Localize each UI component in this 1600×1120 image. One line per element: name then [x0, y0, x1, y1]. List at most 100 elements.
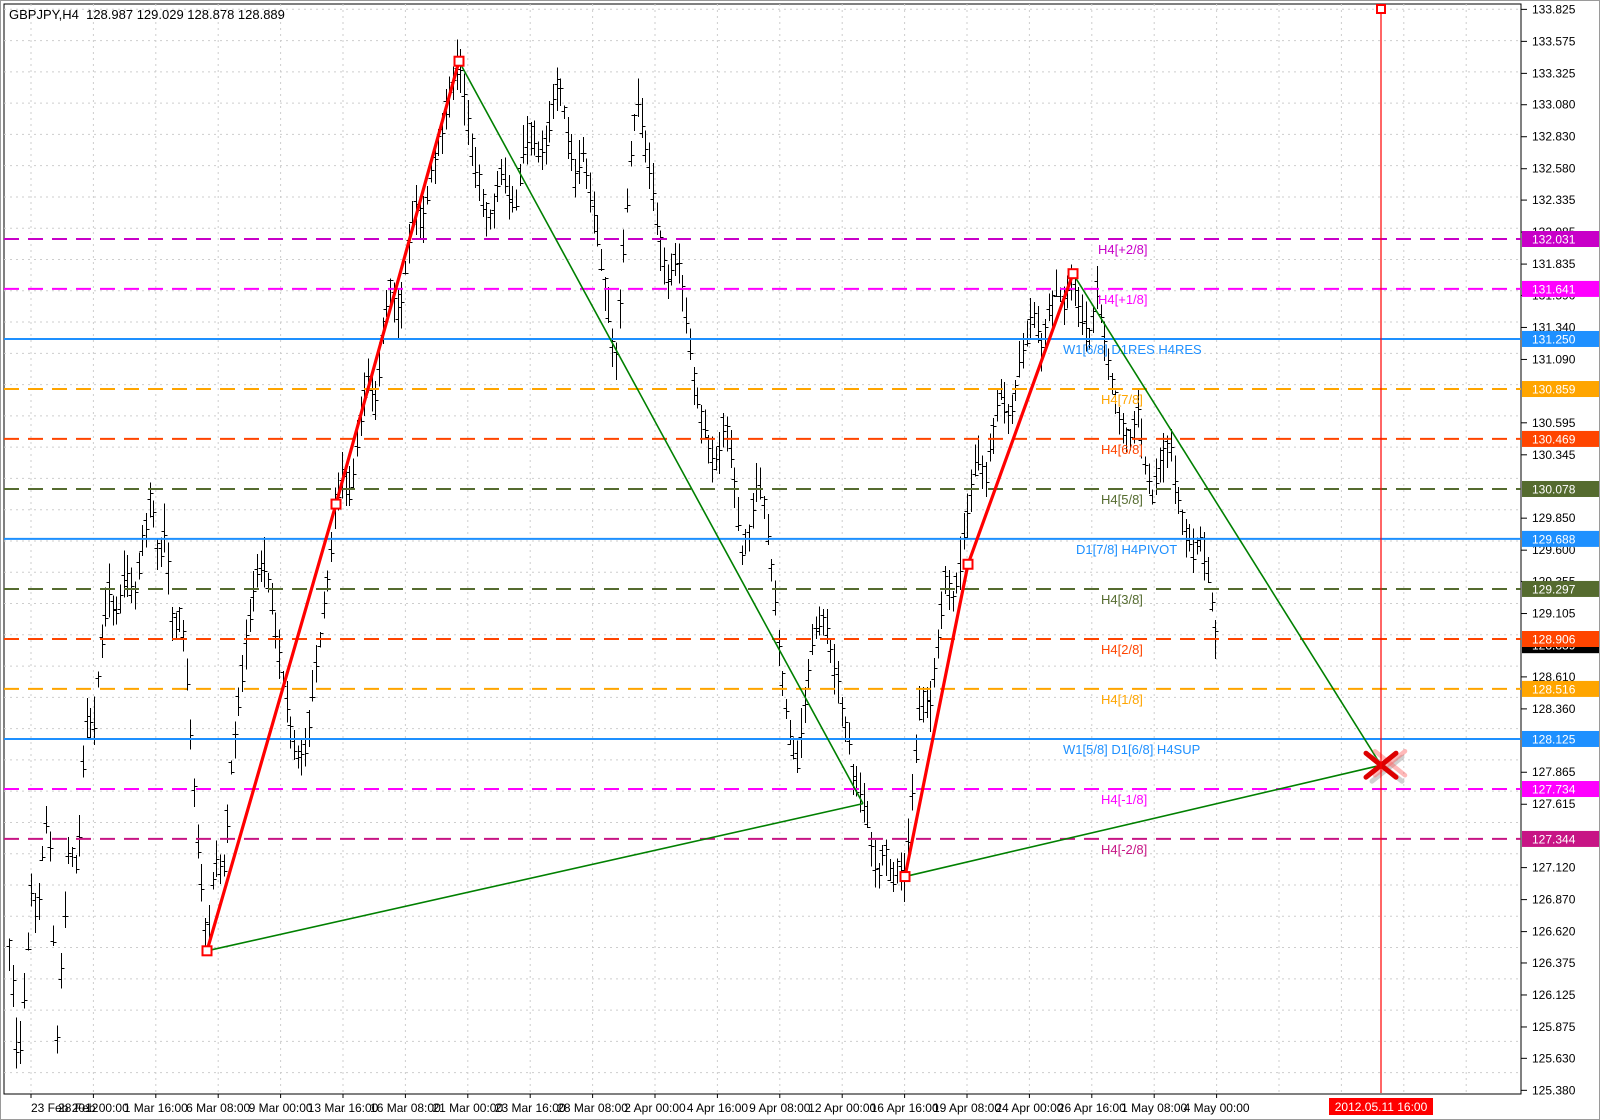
level-price-tag-bg [1522, 680, 1599, 697]
ohlc-bar [520, 125, 527, 164]
chart-symbol-period: GBPJPY,H4 [9, 7, 79, 22]
ohlc-bar [890, 861, 897, 893]
price-tick-label: 130.345 [1532, 448, 1576, 462]
future-time-tag-bg [1329, 1098, 1433, 1115]
ohlc-bar [1012, 379, 1019, 401]
ohlc-bar [709, 436, 716, 483]
ohlc-bar [117, 584, 124, 614]
ohlc-bar [1186, 523, 1193, 552]
ohlc-bar [883, 839, 890, 877]
price-bars-layer[interactable] [6, 39, 1219, 1069]
ohlc-bar [461, 73, 468, 126]
ohlc-bar [1205, 557, 1212, 584]
level-label: H4[+2/8] [1098, 242, 1148, 257]
pattern-node-marker[interactable] [201, 945, 213, 957]
level-price-tag-text: 130.859 [1532, 383, 1576, 397]
ohlc-bar [36, 882, 43, 920]
ohlc-bar [872, 839, 879, 888]
chart-ohlc-values: 128.987 129.029 128.878 128.889 [86, 7, 285, 22]
level-price-tag-bg [1522, 580, 1599, 597]
ohlc-bar [383, 289, 390, 318]
ohlc-bar [794, 740, 801, 774]
vertical-timeline-layer [1376, 4, 1386, 1093]
level-price-tag-bg [1522, 730, 1599, 747]
ohlc-bar [62, 891, 69, 929]
ohlc-bar [176, 606, 183, 632]
trend-line[interactable] [1072, 273, 1382, 766]
price-tick-label: 133.325 [1532, 66, 1576, 80]
ohlc-bar [587, 172, 594, 213]
ohlc-bar [232, 721, 239, 759]
ohlc-bar [239, 654, 246, 693]
ohlc-bar [128, 567, 135, 604]
ohlc-bar [73, 854, 80, 874]
grid-layer [4, 4, 1521, 1094]
ohlc-bar [631, 113, 638, 131]
level-price-tag-bg [1522, 480, 1599, 497]
ohlc-bar [543, 125, 550, 165]
pattern-node-marker[interactable] [330, 498, 342, 510]
ohlc-bar [213, 840, 220, 877]
level-price-tag-text: 130.469 [1532, 432, 1576, 446]
pattern-node-marker[interactable] [453, 55, 465, 67]
ohlc-bar [247, 599, 254, 633]
ohlc-bar [1112, 390, 1119, 414]
ohlc-bar [624, 188, 631, 213]
level-label: W1[5/8] D1[6/8] H4SUP [1063, 742, 1200, 757]
ohlc-bar [154, 538, 161, 570]
price-tick-label: 129.850 [1532, 511, 1576, 525]
target-x-ghost [1372, 748, 1408, 778]
ohlc-bar [935, 629, 942, 659]
time-label: 28 Mar 08:00 [557, 1101, 628, 1115]
trend-line[interactable] [458, 60, 864, 804]
ohlc-bar [302, 728, 309, 767]
pattern-node-marker[interactable] [962, 558, 974, 570]
ohlc-bar [261, 536, 268, 588]
ohlc-bar [476, 164, 483, 201]
vertical-timeline-handle[interactable] [1376, 4, 1386, 14]
ohlc-bar [102, 587, 109, 627]
ohlc-bar [783, 698, 790, 720]
ohlc-bar [87, 707, 94, 739]
trend-line[interactable] [904, 764, 1382, 878]
ohlc-bar [802, 687, 809, 724]
ohlc-bar [47, 831, 54, 862]
ohlc-bar [598, 248, 605, 271]
time-label: 6 Mar 08:00 [186, 1101, 250, 1115]
pattern-node-marker[interactable] [899, 871, 911, 883]
price-axis[interactable]: 133.825 133.575 133.325 133.080 132.830 132.5… [1521, 2, 1599, 1097]
ohlc-bar [561, 105, 568, 120]
ohlc-bar [324, 570, 331, 592]
ohlc-bar [287, 716, 294, 749]
ohlc-bar [10, 965, 17, 1008]
price-tick-label: 130.595 [1532, 416, 1576, 430]
level-label: D1[7/8] H4PIVOT [1076, 542, 1177, 557]
ohlc-bar [580, 136, 587, 163]
level-label: H4[1/8] [1101, 692, 1143, 707]
ohlc-bar [350, 458, 357, 489]
price-tick-label: 133.575 [1532, 34, 1576, 48]
ohlc-bar [557, 78, 564, 107]
ohlc-bar [691, 366, 698, 405]
ohlc-bar [472, 147, 479, 188]
ohlc-bar [1024, 320, 1031, 347]
ohlc-bar [805, 658, 812, 689]
murrey-levels-layer [4, 238, 1521, 840]
pattern-node-marker[interactable] [1067, 268, 1079, 280]
price-tick-label: 133.080 [1532, 98, 1576, 112]
price-tick-label: 132.335 [1532, 193, 1576, 207]
ohlc-bar [920, 687, 927, 723]
price-tick-label: 126.375 [1532, 956, 1576, 970]
ohlc-bar [202, 917, 209, 949]
ohlc-bar [91, 696, 98, 745]
ohlc-bar [735, 497, 742, 531]
ohlc-bar [221, 854, 228, 877]
price-tick-label: 127.120 [1532, 861, 1576, 875]
ohlc-bar [306, 709, 313, 747]
trend-line[interactable] [206, 802, 864, 952]
ohlc-bar [1027, 297, 1034, 341]
price-tick-label: 125.875 [1532, 1020, 1576, 1034]
